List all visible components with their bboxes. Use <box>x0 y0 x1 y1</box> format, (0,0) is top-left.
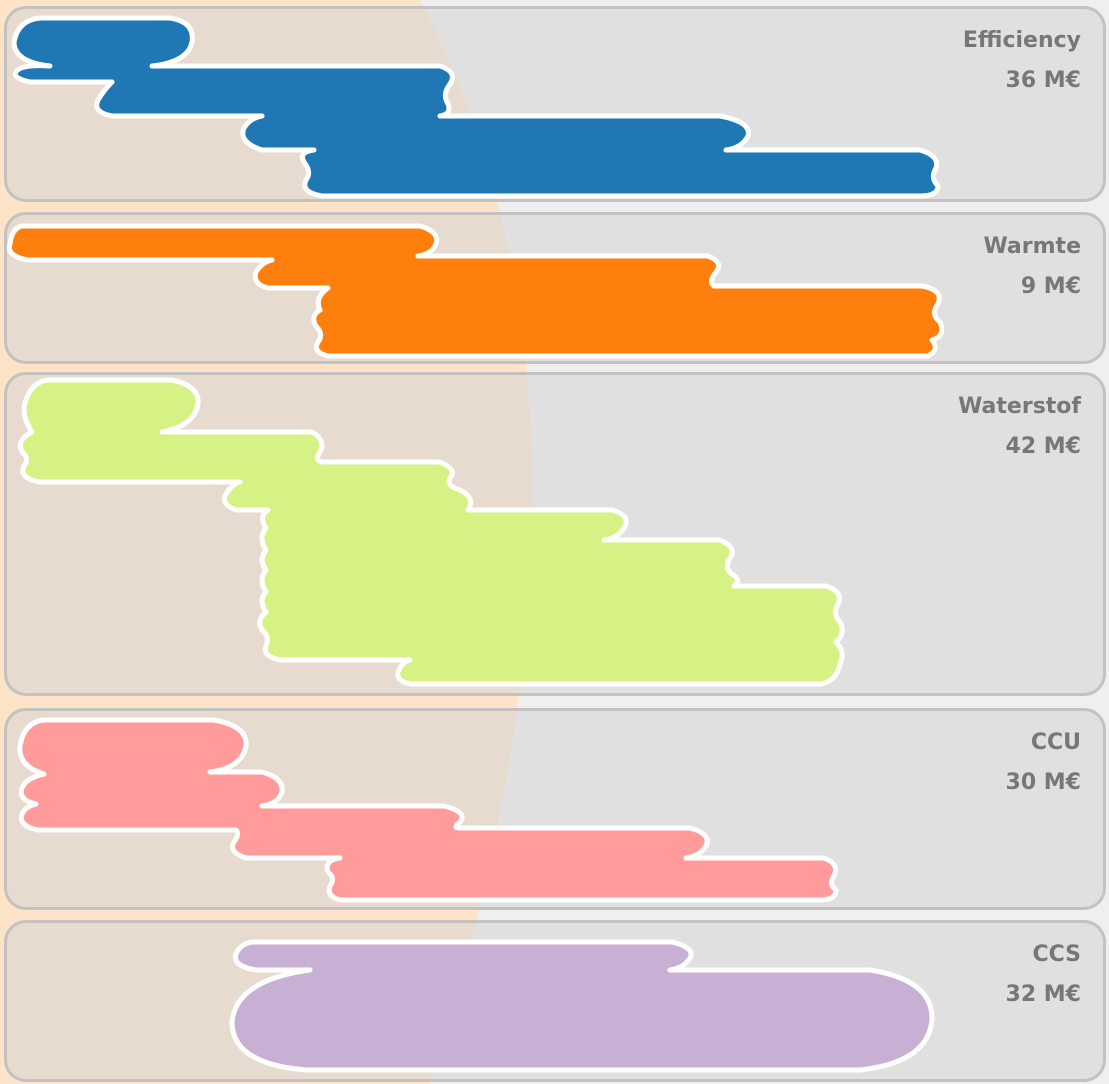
area-waterstof <box>17 377 845 687</box>
panel-label: CCU 30 M€ <box>1006 723 1081 803</box>
panel-label: Efficiency 36 M€ <box>963 21 1081 101</box>
panel-label: Warmte 9 M€ <box>983 227 1081 307</box>
panel-label: Waterstof 42 M€ <box>958 387 1081 467</box>
area-efficiency <box>11 15 941 199</box>
series-name-efficiency: Efficiency <box>962 28 1081 53</box>
series-value-warmte: 9 M€ <box>1020 274 1081 299</box>
series-value-waterstof: 42 M€ <box>1005 434 1081 459</box>
series-name-waterstof: Waterstof <box>958 394 1081 419</box>
area-warmte <box>6 223 945 359</box>
series-name-warmte: Warmte <box>983 234 1081 259</box>
panel-label: CCS 32 M€ <box>1006 935 1081 1015</box>
series-value-ccu: 30 M€ <box>1005 770 1081 795</box>
series-value-ccs: 32 M€ <box>1005 982 1081 1007</box>
series-name-ccs: CCS <box>1032 942 1081 967</box>
series-value-efficiency: 36 M€ <box>1005 68 1081 93</box>
area-ccu <box>17 717 839 903</box>
area-ccs <box>229 939 935 1073</box>
series-name-ccu: CCU <box>1030 730 1081 755</box>
